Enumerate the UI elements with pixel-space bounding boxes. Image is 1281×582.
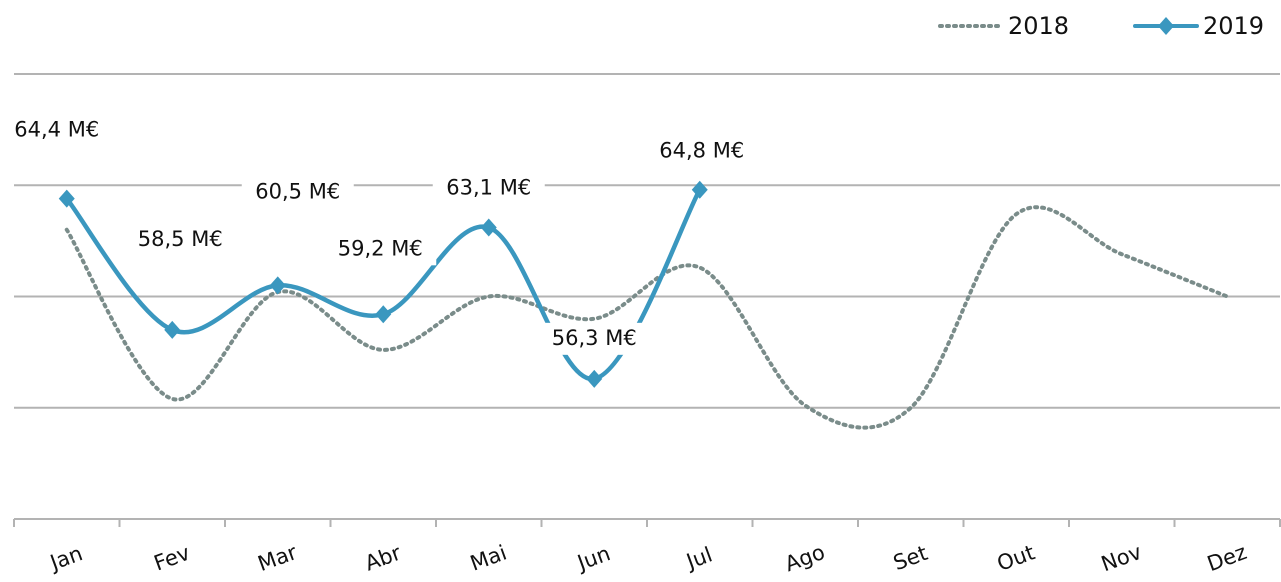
x-tick-label: Ago [782,540,828,576]
marker [691,180,708,199]
label-bg [645,135,758,168]
x-tick-label: Abr [362,540,405,575]
data-label: 60,5 M€ [255,179,340,203]
data-label: 58,5 M€ [138,227,223,251]
x-tick-label: Mai [467,540,510,575]
label-bg [241,176,354,209]
series-line [64,205,1230,430]
marker [269,276,286,295]
x-tick-label: Set [890,541,931,575]
legend-label: 2019 [1203,12,1264,40]
data-label: 64,4 M€ [14,118,99,142]
x-tick-label: Out [994,540,1038,576]
legend-label: 2018 [1008,12,1069,40]
label-bg [432,172,545,205]
marker [58,189,75,208]
marker [164,320,181,339]
x-tick-label: Mar [255,540,301,576]
data-label: 63,1 M€ [446,176,531,200]
label-bg [0,114,113,147]
marker [375,305,392,324]
label-bg [124,223,237,256]
data-label: 56,3 M€ [552,326,637,350]
x-tick-label: Jun [573,541,614,575]
label-bg [538,322,651,355]
x-tick-label: Jul [682,542,716,574]
marker [480,218,497,237]
marker [586,369,603,388]
x-tick-label: Fev [151,541,193,576]
x-tick-label: Nov [1098,540,1145,577]
x-tick-label: Dez [1204,540,1250,576]
x-tick-label: Jan [45,541,86,575]
label-bg [324,233,437,266]
legend-marker [1158,17,1174,35]
data-label: 64,8 M€ [659,139,744,163]
data-label: 59,2 M€ [338,236,423,260]
